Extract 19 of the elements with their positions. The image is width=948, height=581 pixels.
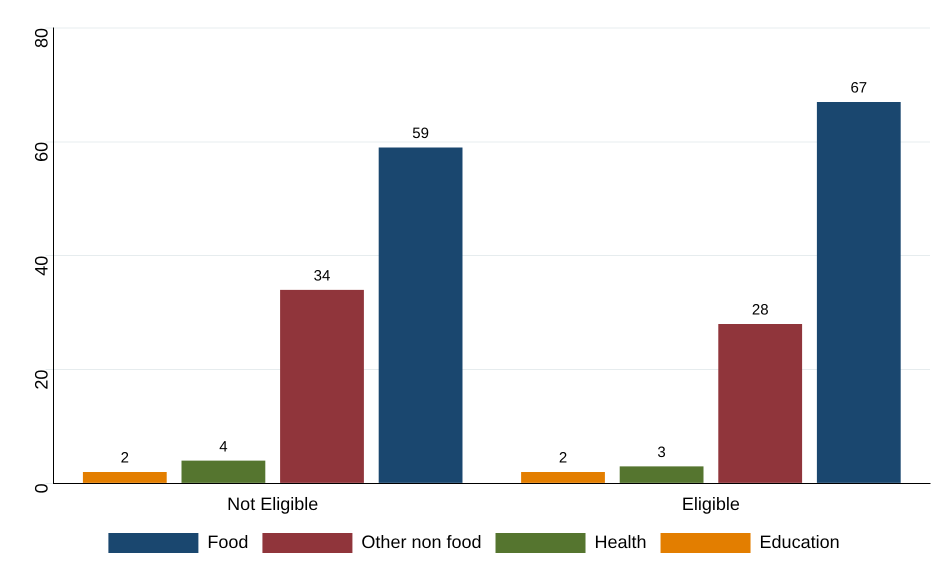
x-tick-label: Not Eligible <box>227 494 318 514</box>
data-label: 28 <box>752 302 769 319</box>
data-label: 2 <box>558 450 568 467</box>
data-label: 67 <box>850 80 868 97</box>
y-tick-label: 60 <box>32 142 52 162</box>
data-label: 2 <box>120 450 129 467</box>
legend-label: Health <box>594 532 647 552</box>
legend-label: Education <box>760 532 840 552</box>
y-tick-label: 40 <box>32 256 52 276</box>
y-tick-label: 80 <box>32 28 52 48</box>
x-tick-label: Eligible <box>682 494 740 514</box>
y-tick-label: 0 <box>32 483 52 494</box>
data-label: 4 <box>219 438 228 456</box>
legend-label: Other non food <box>361 532 482 552</box>
data-label: 34 <box>314 267 330 284</box>
data-label: 59 <box>412 125 429 142</box>
y-tick-label: 20 <box>32 370 52 390</box>
legend-label: Food <box>207 532 248 552</box>
data-label: 3 <box>657 444 666 461</box>
